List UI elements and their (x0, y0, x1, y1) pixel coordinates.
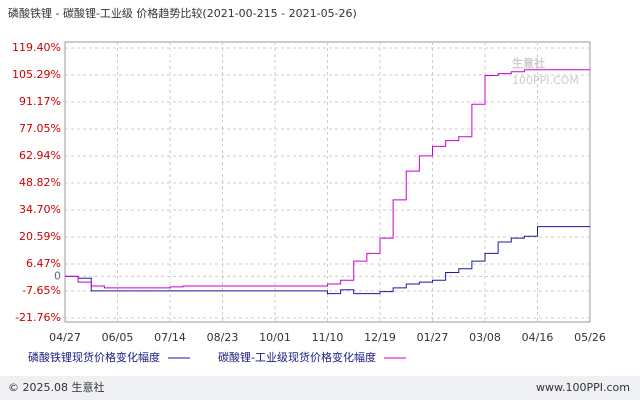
series-line (65, 69, 590, 289)
watermark: 生意社 (512, 56, 545, 70)
y-tick-label: -7.65% (22, 284, 61, 297)
y-tick-label: 0 (54, 269, 61, 282)
series-line (65, 226, 590, 295)
x-tick-label: 10/01 (259, 331, 291, 344)
footer-right: www.100PPI.com (536, 381, 630, 394)
x-tick-label: 11/10 (312, 331, 344, 344)
x-tick-label: 03/08 (469, 331, 501, 344)
x-tick-label: 07/14 (154, 331, 186, 344)
y-tick-label: 77.05% (19, 122, 61, 135)
legend-label: 碳酸锂-工业级现货价格变化幅度 (218, 350, 376, 364)
x-tick-label: 05/26 (574, 331, 606, 344)
x-tick-label: 06/05 (102, 331, 134, 344)
y-tick-label: 48.82% (19, 176, 61, 189)
x-tick-label: 04/27 (49, 331, 81, 344)
watermark-sub: 100PPI.COM (512, 74, 579, 87)
y-tick-label: 20.59% (19, 230, 61, 243)
y-tick-label: 62.94% (19, 149, 61, 162)
legend-label: 磷酸铁锂现货价格变化幅度 (28, 350, 160, 364)
y-tick-label: 6.47% (26, 257, 61, 270)
y-tick-label: 105.29% (12, 68, 61, 81)
y-tick-label: 34.70% (19, 203, 61, 216)
y-tick-label: 91.17% (19, 95, 61, 108)
footer-bar (0, 376, 640, 400)
x-tick-label: 08/23 (207, 331, 239, 344)
y-tick-label: -21.76% (15, 311, 61, 324)
x-tick-label: 01/27 (417, 331, 449, 344)
x-tick-label: 12/19 (364, 331, 396, 344)
x-tick-label: 04/16 (522, 331, 554, 344)
y-tick-label: 119.40% (12, 41, 61, 54)
footer-left: © 2025.08 生意社 (8, 380, 104, 394)
chart-title: 磷酸铁锂 - 碳酸锂-工业级 价格趋势比较(2021-00-215 - 2021… (8, 6, 357, 20)
